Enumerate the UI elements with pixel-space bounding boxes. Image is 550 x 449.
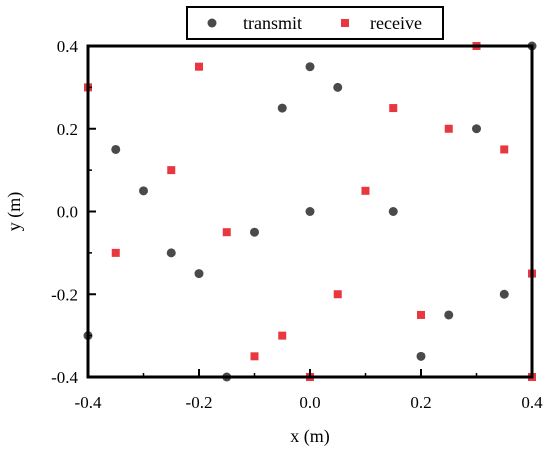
y-tick-label: 0.0 <box>57 203 78 222</box>
receive-point <box>278 331 287 340</box>
transmit-point <box>499 289 509 299</box>
receive-point <box>222 228 231 237</box>
transmit-point <box>305 207 315 216</box>
receive-point <box>111 248 120 257</box>
receive-point <box>250 352 259 361</box>
x-tick-label: -0.2 <box>186 393 213 412</box>
legend-receive-marker <box>341 19 349 27</box>
transmit-point <box>277 103 287 113</box>
transmit-point <box>166 248 176 258</box>
x-tick-label: 0.0 <box>299 393 320 412</box>
y-tick-label: -0.4 <box>51 368 78 387</box>
legend: transmit receive <box>186 6 444 40</box>
receive-point <box>417 310 425 319</box>
data-marks <box>83 41 537 382</box>
transmit-point <box>194 269 204 279</box>
receive-point <box>444 124 453 133</box>
legend-transmit-label: transmit <box>243 13 302 33</box>
x-tick-label: 0.2 <box>410 393 431 412</box>
transmit-point <box>472 124 481 134</box>
legend-receive-label: receive <box>370 13 422 33</box>
x-tick-label: 0.4 <box>521 393 543 412</box>
transmit-point <box>305 62 315 72</box>
transmit-point <box>388 207 398 216</box>
transmit-point <box>444 310 454 320</box>
receive-point <box>361 186 370 195</box>
transmit-point <box>111 144 121 154</box>
receive-point <box>333 290 342 299</box>
receive-point <box>389 104 398 113</box>
x-tick-label: -0.4 <box>75 393 102 412</box>
legend-transmit-marker <box>207 18 217 28</box>
y-tick-label: 0.2 <box>57 120 78 139</box>
y-tick-label: 0.4 <box>57 37 79 56</box>
legend-box <box>186 6 444 40</box>
receive-point <box>500 145 509 154</box>
x-axis-label: x (m) <box>290 426 330 447</box>
y-tick-label: -0.2 <box>51 285 78 304</box>
receive-point <box>195 62 203 71</box>
transmit-point <box>250 227 259 237</box>
transmit-point <box>333 82 343 92</box>
y-axis-label: y (m) <box>4 192 25 232</box>
receive-point <box>167 166 176 175</box>
transmit-point <box>416 351 426 361</box>
axis-ticks: -0.4 -0.2 0.0 0.2 0.4 -0.4 -0.2 0.0 0.2 0.4 <box>51 37 543 412</box>
transmit-point <box>139 186 148 196</box>
